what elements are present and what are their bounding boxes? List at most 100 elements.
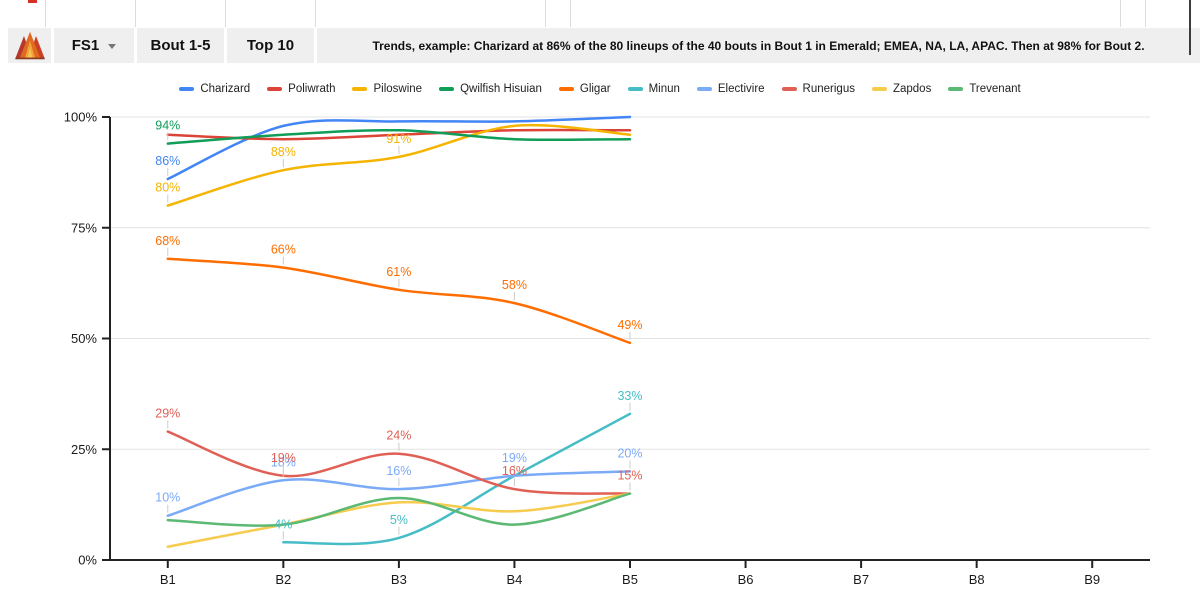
x-axis-label: B1 — [160, 572, 176, 587]
data-label: 5% — [390, 513, 408, 527]
legend-label: Piloswine — [373, 83, 423, 95]
data-label: 10% — [155, 491, 180, 505]
column-divider — [135, 0, 136, 27]
legend-label: Minun — [648, 83, 680, 95]
legend-item-trevenant[interactable]: Trevenant — [948, 83, 1021, 95]
y-axis-label: 0% — [78, 553, 97, 568]
legend-swatch — [267, 87, 283, 91]
tab-fs1-label: FS1 — [71, 37, 100, 54]
series-line-minun[interactable] — [282, 412, 632, 546]
legend-label: Poliwrath — [288, 83, 336, 95]
legend-label: Gligar — [579, 83, 611, 95]
data-label: 49% — [617, 318, 642, 332]
legend-swatch — [439, 87, 455, 91]
series-line-charizard[interactable] — [166, 115, 632, 181]
tab-top-10[interactable]: Top 10 — [227, 28, 314, 63]
series-line-piloswine[interactable] — [166, 123, 632, 207]
x-axis-label: B6 — [738, 572, 754, 587]
data-label: 24% — [386, 429, 411, 443]
column-divider — [1120, 0, 1121, 27]
legend-item-minun[interactable]: Minun — [627, 83, 680, 95]
legend-swatch — [871, 87, 887, 91]
y-axis-label: 100% — [64, 110, 98, 125]
data-label: 94% — [155, 119, 180, 133]
trends-note-text: Trends, example: Charizard at 86% of the… — [372, 38, 1145, 53]
legend-item-gligar[interactable]: Gligar — [558, 83, 611, 95]
data-label: 33% — [617, 389, 642, 403]
mountain-logo-icon — [14, 31, 45, 60]
data-label: 16% — [502, 464, 527, 478]
header-bar: FS1 Bout 1-5 Top 10 Trends, example: Cha… — [0, 28, 1200, 63]
legend-label: Trevenant — [969, 83, 1021, 95]
chart-legend: Charizard Poliwrath Piloswine Qwilfish Hisu… — [0, 80, 1200, 98]
series-line-electivire[interactable] — [166, 470, 632, 517]
chevron-down-icon — [108, 44, 117, 49]
legend-swatch — [352, 87, 368, 91]
x-axis-label: B3 — [391, 572, 407, 587]
tab-bout-label: Bout 1-5 — [150, 37, 211, 54]
x-axis-label: B7 — [853, 572, 869, 587]
legend-swatch — [696, 87, 712, 91]
data-label: 19% — [502, 451, 527, 465]
y-axis-label: 25% — [71, 442, 97, 457]
data-label: 86% — [155, 154, 180, 168]
column-divider — [315, 0, 316, 27]
data-label: 61% — [386, 265, 411, 279]
legend-item-poliwrath[interactable]: Poliwrath — [267, 83, 335, 95]
legend-swatch — [179, 87, 195, 91]
legend-label: Runerigus — [802, 83, 855, 95]
column-divider — [225, 0, 226, 27]
legend-item-charizard[interactable]: Charizard — [179, 83, 250, 95]
x-axis-label: B8 — [969, 572, 985, 587]
column-divider — [45, 0, 46, 27]
tab-bout-1-5[interactable]: Bout 1-5 — [137, 28, 224, 63]
legend-item-qwilfish-hisuian[interactable]: Qwilfish Hisuian — [439, 83, 542, 95]
data-label: 18% — [271, 455, 296, 469]
data-label: 91% — [386, 132, 411, 146]
trends-note-cell: Trends, example: Charizard at 86% of the… — [317, 28, 1200, 63]
series-line-gligar[interactable] — [166, 257, 632, 345]
y-axis-label: 50% — [71, 331, 97, 346]
data-label: 20% — [617, 446, 642, 460]
data-label: 4% — [274, 517, 292, 531]
logo — [8, 28, 51, 63]
legend-item-electivire[interactable]: Electivire — [696, 83, 765, 95]
legend-swatch — [948, 87, 964, 91]
data-label: 66% — [271, 243, 296, 257]
legend-swatch — [558, 87, 574, 91]
data-label: 88% — [271, 145, 296, 159]
series-line-trevenant[interactable] — [166, 492, 632, 527]
y-axis-label: 75% — [71, 220, 97, 235]
legend-item-piloswine[interactable]: Piloswine — [352, 83, 422, 95]
legend-item-zapdos[interactable]: Zapdos — [871, 83, 932, 95]
legend-label: Qwilfish Hisuian — [460, 83, 542, 95]
data-label: 15% — [617, 469, 642, 483]
x-axis-label: B5 — [622, 572, 638, 587]
series-line-zapdos[interactable] — [166, 492, 632, 548]
legend-label: Charizard — [200, 83, 251, 95]
tab-fs1[interactable]: FS1 — [54, 28, 134, 63]
data-label: 19% — [271, 451, 296, 465]
spreadsheet-top-row — [0, 0, 1200, 28]
data-label: 68% — [155, 234, 180, 248]
data-label: 29% — [155, 407, 180, 421]
column-divider — [570, 0, 571, 27]
series-line-runerigus[interactable] — [166, 430, 632, 495]
window-edge-line — [1189, 0, 1191, 55]
x-axis-label: B9 — [1084, 572, 1100, 587]
column-divider — [1145, 0, 1146, 27]
legend-label: Zapdos — [892, 83, 932, 95]
column-divider — [545, 0, 546, 27]
x-axis-label: B2 — [275, 572, 291, 587]
data-label: 58% — [502, 278, 527, 292]
x-axis-label: B4 — [506, 572, 522, 587]
tab-top10-label: Top 10 — [246, 37, 295, 54]
legend-item-runerigus[interactable]: Runerigus — [781, 83, 855, 95]
series-line-qwilfish-hisuian[interactable] — [166, 128, 632, 145]
data-label: 16% — [386, 464, 411, 478]
data-label: 80% — [155, 181, 180, 195]
red-marker — [28, 0, 37, 3]
legend-label: Electivire — [717, 83, 765, 95]
